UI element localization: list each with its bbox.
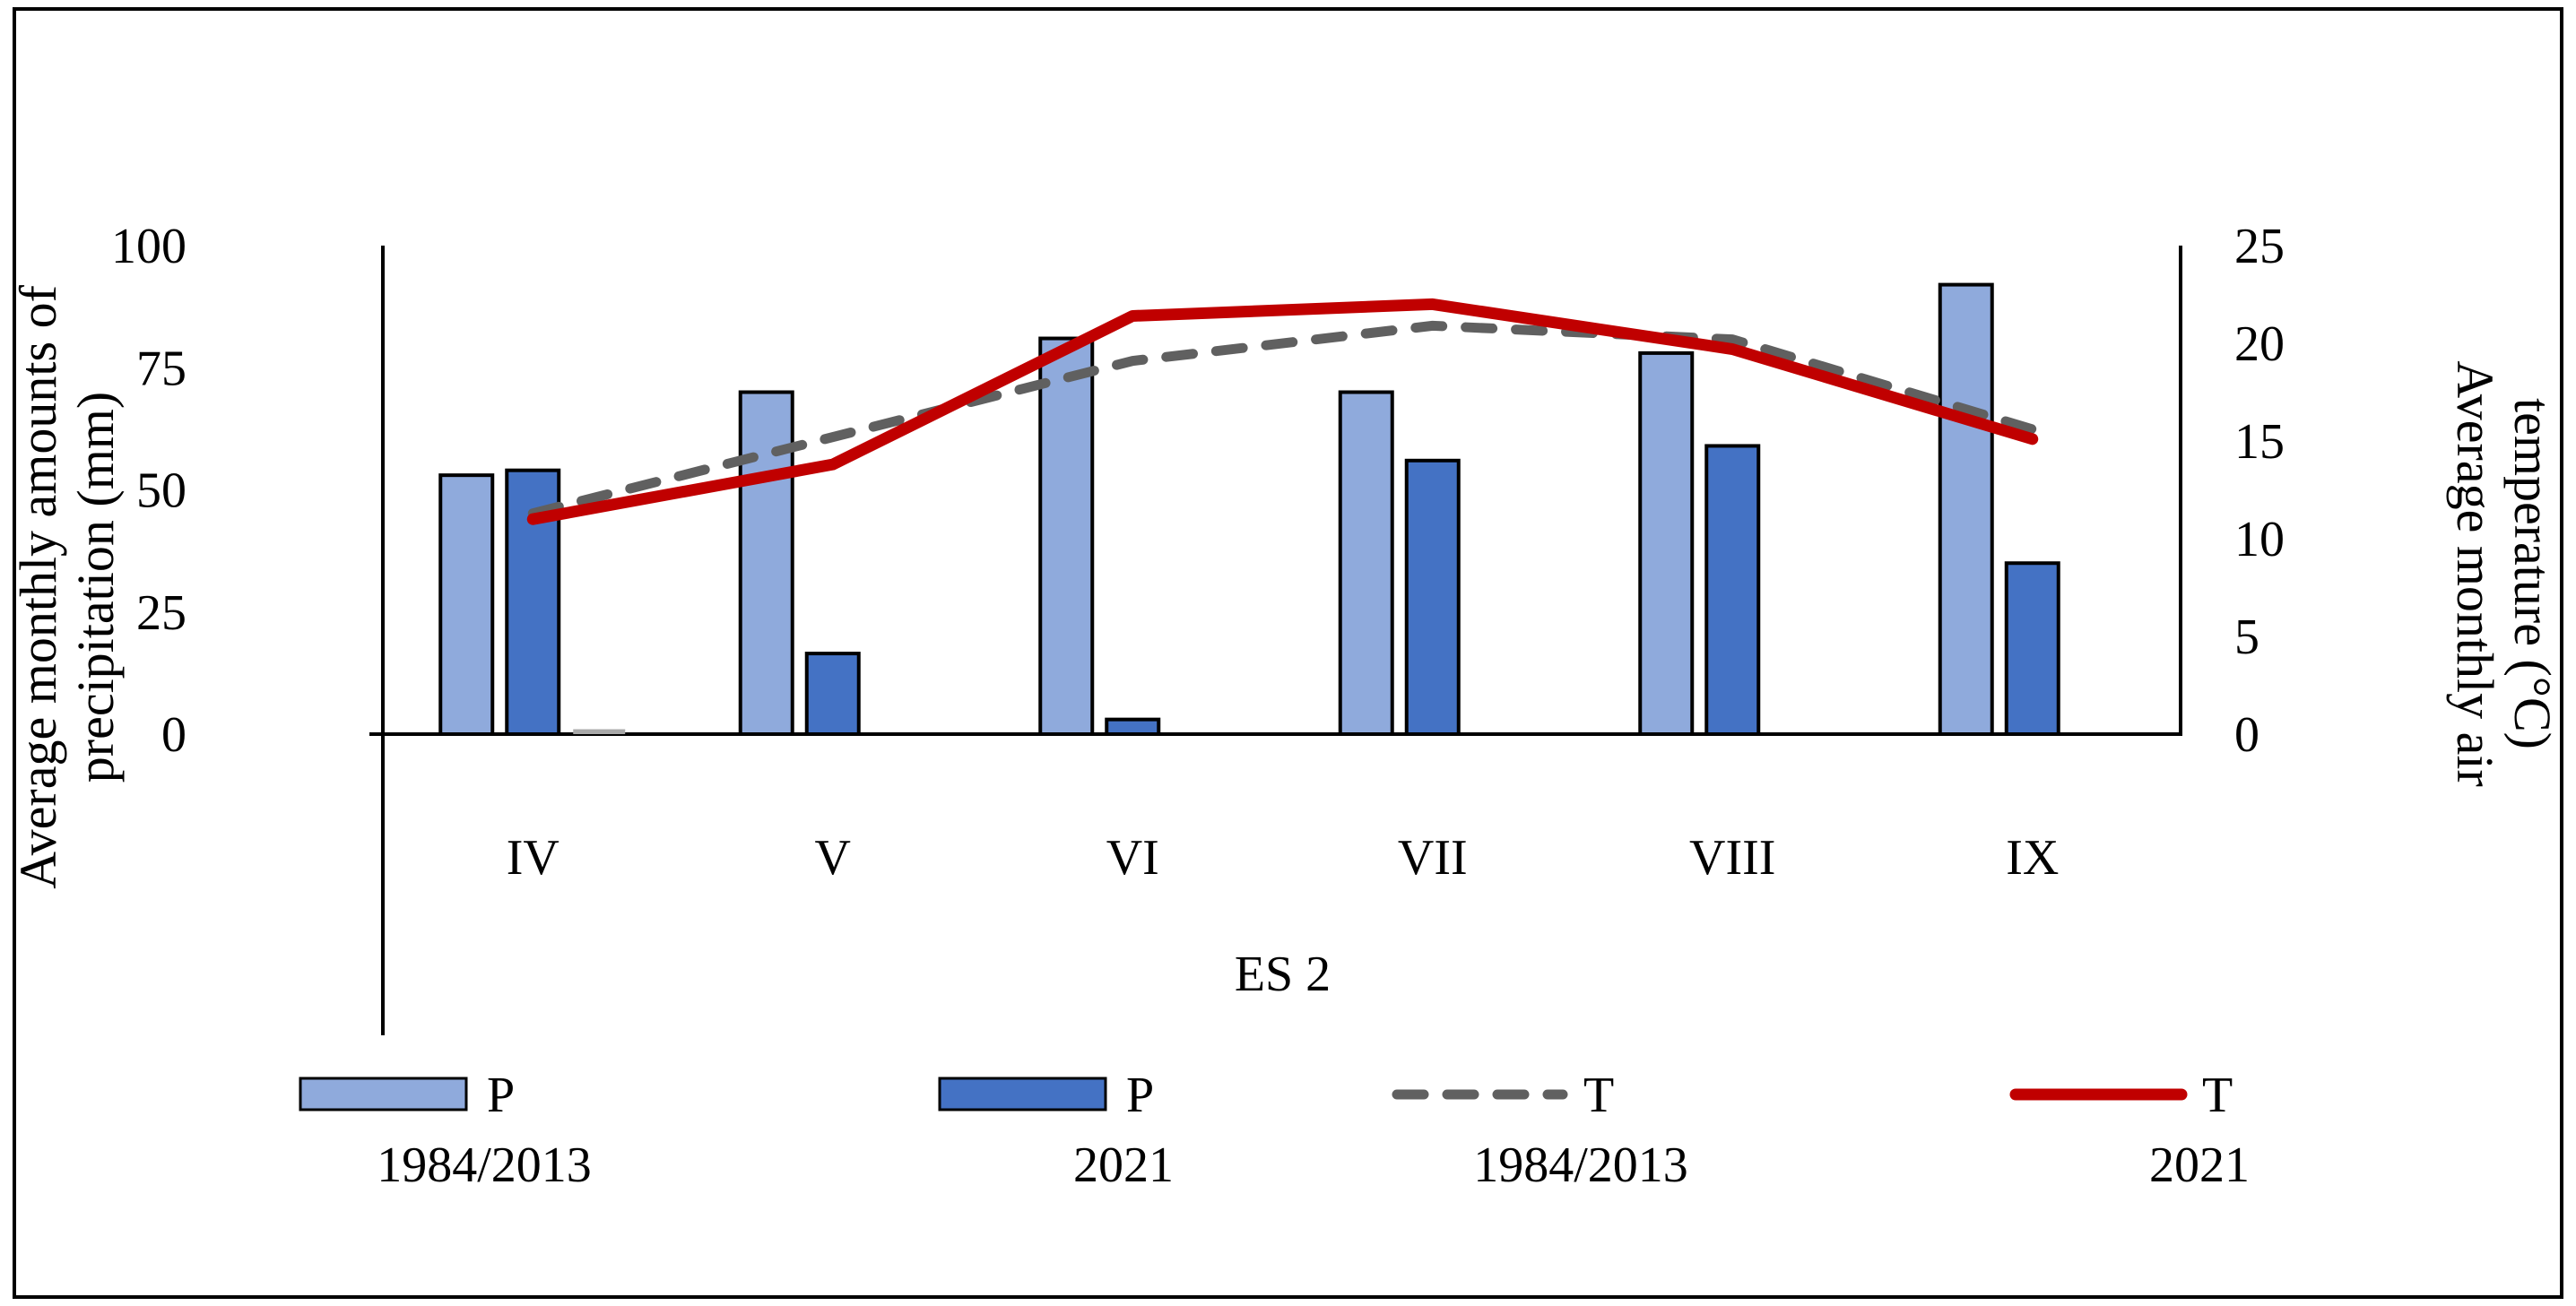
right-tick-10: 10 — [2234, 512, 2285, 567]
left-axis-tick-labels: 0 25 50 75 100 — [111, 219, 186, 763]
bar-VII — [1338, 390, 1394, 736]
bar-IV — [438, 473, 495, 737]
category-labels: IV V VI VII VIII IX — [507, 830, 2060, 886]
right-axis-title: temperature (°C)Average monthly air — [2446, 360, 2562, 787]
category-label-IX: IX — [2006, 830, 2059, 886]
bar-VIII — [1638, 350, 1695, 736]
bar-series-p-1984-2013 — [438, 282, 1994, 737]
right-tick-25: 25 — [2234, 219, 2285, 274]
legend-sublabel: 1984/2013 — [377, 1137, 592, 1193]
bar-IX — [1938, 282, 1994, 736]
legend-label: P — [487, 1068, 515, 1123]
left-tick-25: 25 — [136, 585, 186, 641]
category-label-VI: VI — [1106, 830, 1159, 886]
category-label-V: V — [815, 830, 851, 886]
right-tick-20: 20 — [2234, 316, 2285, 372]
bar-VII — [1404, 458, 1461, 736]
legend-sublabel: 2021 — [2149, 1137, 2250, 1193]
category-label-VII: VII — [1398, 830, 1468, 886]
bar-V — [738, 390, 794, 736]
legend-sublabel: 1984/2013 — [1473, 1137, 1688, 1193]
legend-item-4: T 2021 — [2009, 1068, 2250, 1193]
line-t-1984-2013 — [527, 320, 2038, 519]
left-axis-title-line1: Average monthly amounts of — [9, 284, 67, 889]
left-axis-title: Average monthly amounts ofprecipitation … — [9, 284, 125, 889]
legend-item-2: P 2021 — [938, 1068, 1174, 1193]
legend-label: T — [1583, 1068, 1614, 1123]
left-tick-50: 50 — [136, 463, 186, 519]
left-axis-title-line2: precipitation (mm) — [66, 392, 125, 783]
right-axis-title-line2: temperature (°C) — [2503, 398, 2562, 749]
category-label-IV: IV — [507, 830, 559, 886]
bar-VI — [1038, 336, 1095, 736]
legend-item-3: T 1984/2013 — [1392, 1068, 1688, 1193]
right-tick-5: 5 — [2234, 610, 2259, 665]
right-tick-0: 0 — [2234, 707, 2259, 763]
left-tick-100: 100 — [111, 219, 186, 274]
category-label-VIII: VIII — [1689, 830, 1775, 886]
bar-IV — [573, 729, 626, 734]
bar-VI — [1105, 717, 1161, 737]
bar-series-unlabeled — [573, 729, 626, 734]
right-tick-15: 15 — [2234, 414, 2285, 470]
x-axis-title: ES 2 — [1235, 947, 1331, 1002]
legend-swatch-bar — [938, 1077, 1107, 1111]
bar-V — [804, 652, 861, 737]
bar-IX — [2004, 561, 2060, 736]
left-tick-0: 0 — [161, 707, 186, 763]
legend-item-1: P 1984/2013 — [299, 1068, 592, 1193]
right-axis-tick-labels: 0 5 10 15 20 25 — [2234, 219, 2285, 763]
right-axis-title-line1: Average monthly air — [2446, 360, 2504, 787]
left-tick-75: 75 — [136, 341, 186, 396]
line-t-2021 — [526, 298, 2039, 525]
legend-label: P — [1126, 1068, 1154, 1123]
legend-swatch-bar — [299, 1077, 468, 1111]
legend-sublabel: 2021 — [1073, 1137, 1174, 1193]
legend-label: T — [2202, 1068, 2233, 1123]
bar-VIII — [1704, 444, 1761, 736]
figure-border — [13, 7, 2563, 1299]
